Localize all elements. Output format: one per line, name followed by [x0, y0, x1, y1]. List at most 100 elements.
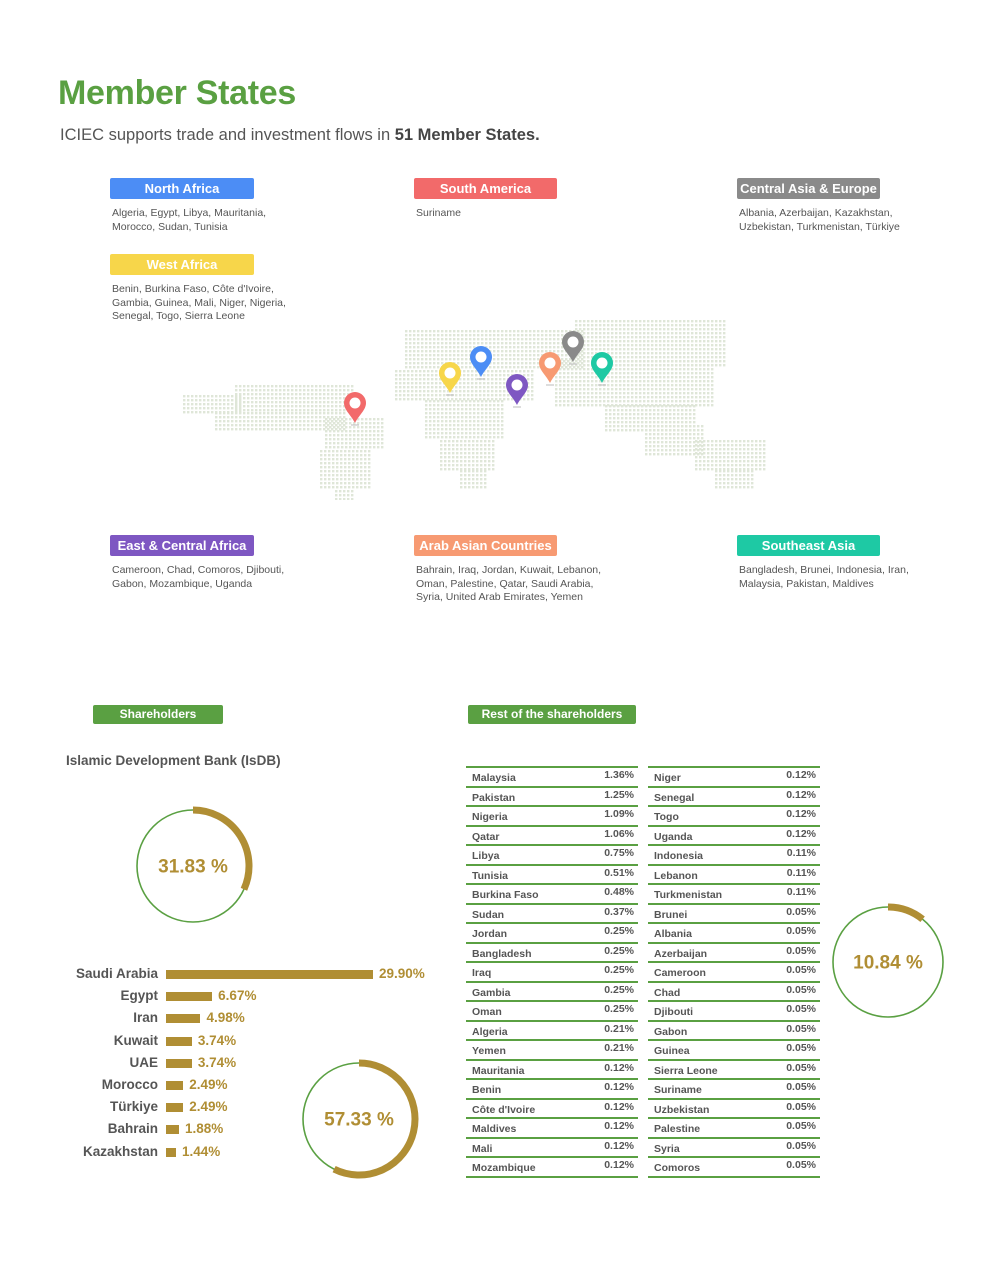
region-country-line: Bangladesh, Brunei, Indonesia, Iran,: [739, 564, 909, 576]
table-share: 0.05%: [786, 1120, 816, 1132]
table-share: 0.25%: [604, 925, 634, 937]
table-row: Indonesia 0.11%: [648, 844, 820, 864]
region-country-line: Malaysia, Pakistan, Maldives: [739, 577, 874, 590]
table-row: Comoros 0.05%: [648, 1156, 820, 1176]
region-country-line: Algeria, Egypt, Libya, Mauritania,: [112, 207, 267, 219]
table-country: Lebanon: [654, 869, 698, 882]
bar-value: 2.49%: [189, 1077, 228, 1092]
table-row: Cameroon 0.05%: [648, 961, 820, 981]
bar-row: Saudi Arabia 29.90%: [0, 964, 1000, 986]
table-row: Sierra Leone 0.05%: [648, 1058, 820, 1079]
region-countries: Algeria, Egypt, Libya, Mauritania, Morocc…: [110, 207, 266, 234]
region-countries: Benin, Burkina Faso, Côte d'Ivoire, Gambi…: [110, 283, 286, 324]
bar-label: UAE: [129, 1054, 158, 1070]
table-country: Malaysia: [472, 772, 516, 784]
bar-value: 29.90%: [379, 966, 425, 981]
rest-donut: 10.84 %: [832, 903, 944, 1018]
table-row: Yemen 0.21%: [466, 1039, 638, 1059]
table-country: Gambia: [472, 986, 511, 999]
region-countries: Cameroon, Chad, Comoros, Djibouti, Gabon,…: [110, 564, 284, 591]
table-row: Chad 0.05%: [648, 980, 820, 1001]
page-title: Member States: [58, 74, 296, 112]
table-row: Qatar 1.06%: [466, 824, 638, 845]
table-share: 0.05%: [786, 1139, 816, 1152]
table-share: 0.25%: [604, 964, 634, 976]
bar-label: Bahrain: [107, 1121, 158, 1137]
region-country-line: Senegal, Togo, Sierra Leone: [112, 310, 245, 322]
table-country: Uganda: [654, 830, 693, 843]
bar-value: 3.74%: [197, 1032, 237, 1048]
table-share: 1.25%: [604, 788, 634, 801]
table-row: Uganda 0.12%: [648, 824, 820, 845]
table-row: Mauritania 0.12%: [466, 1058, 638, 1079]
table-country: Mauritania: [472, 1064, 525, 1077]
isdb-donut: 31.83 %: [136, 806, 253, 923]
table-share: 0.12%: [786, 808, 816, 820]
table-share: 0.37%: [604, 905, 634, 918]
table-country: Sudan: [472, 908, 505, 921]
region-country-line: Suriname: [416, 207, 461, 219]
bar: [166, 1125, 179, 1135]
table-share: 0.05%: [786, 1003, 816, 1015]
region-pill: West Africa: [110, 254, 254, 275]
table-row: Mozambique 0.12%: [466, 1156, 638, 1176]
table-row: Gambia 0.25%: [466, 980, 638, 1001]
table-country: Benin: [472, 1084, 502, 1096]
region-country-line: Uzbekistan, Turkmenistan, Türkiye: [739, 220, 900, 233]
map-pin-icon: [506, 374, 528, 408]
table-row: Djibouti 0.05%: [648, 1000, 820, 1020]
table-share: 0.12%: [604, 1159, 634, 1171]
table-share: 0.05%: [786, 905, 816, 918]
table-row: Guinea 0.05%: [648, 1039, 820, 1059]
table-row: Albania 0.05%: [648, 922, 820, 942]
table-country: Cameroon: [654, 967, 706, 979]
map-pin-icon: [539, 352, 561, 386]
bar-row: Bahrain 1.88%: [0, 1119, 1000, 1141]
table-share: 0.05%: [786, 1022, 816, 1035]
bar-row: Iran 4.98%: [0, 1008, 1000, 1030]
region-pill: East & Central Africa: [110, 535, 254, 556]
region-countries: Bangladesh, Brunei, Indonesia, Iran, Mala…: [737, 564, 909, 591]
table-row: Pakistan 1.25%: [466, 785, 638, 806]
table-country: Palestine: [654, 1123, 701, 1135]
table-share: 0.75%: [604, 847, 634, 859]
bar-row: Türkiye 2.49%: [0, 1097, 1000, 1119]
region-country-line: Oman, Palestine, Qatar, Saudi Arabia,: [416, 577, 594, 590]
bar: [166, 1147, 176, 1157]
table-share: 0.05%: [786, 944, 816, 957]
table-country: Comoros: [654, 1162, 701, 1174]
table-row: Azerbaijan 0.05%: [648, 941, 820, 962]
bar-value: 3.74%: [197, 1054, 237, 1070]
table-row: Maldives 0.12%: [466, 1117, 638, 1137]
table-country: Niger: [654, 772, 681, 784]
table-country: Sierra Leone: [654, 1064, 718, 1077]
bar: [166, 1081, 184, 1090]
table-share: 0.05%: [786, 1081, 816, 1093]
table-country: Côte d'Ivoire: [472, 1103, 536, 1116]
table-row: Benin 0.12%: [466, 1078, 638, 1098]
table-country: Suriname: [654, 1084, 702, 1096]
region-pill: Arab Asian Countries: [414, 535, 557, 556]
table-row: Malaysia 1.36%: [466, 766, 638, 786]
table-share: 0.25%: [604, 983, 634, 996]
bar-value: 6.67%: [218, 988, 257, 1004]
table-row: Libya 0.75%: [466, 844, 638, 864]
subtitle-bold: 51 Member States.: [394, 126, 540, 144]
table-country: Oman: [472, 1006, 502, 1018]
region-country-line: Morocco, Sudan, Tunisia: [112, 220, 228, 233]
table-row: Syria 0.05%: [648, 1136, 820, 1157]
table-country: Maldives: [472, 1123, 517, 1135]
region-country-line: Gambia, Guinea, Mali, Niger, Nigeria,: [112, 296, 286, 309]
table-share: 0.12%: [604, 1100, 634, 1113]
table-share: 0.11%: [786, 886, 816, 898]
bar-label: Morocco: [101, 1077, 158, 1092]
region-central_asia_europe: Central Asia & Europe Albania, Azerbaijan…: [737, 178, 900, 234]
table-share: 1.09%: [604, 808, 634, 820]
table-row: Oman 0.25%: [466, 1000, 638, 1020]
table-country: Turkmenistan: [654, 889, 723, 901]
countries-donut-value: 57.33 %: [324, 1110, 394, 1131]
bar-value: 4.98%: [206, 1010, 245, 1026]
bar-row: Morocco 2.49%: [0, 1075, 1000, 1097]
bar-label: Kuwait: [113, 1032, 158, 1048]
table-share: 0.25%: [604, 1003, 634, 1015]
